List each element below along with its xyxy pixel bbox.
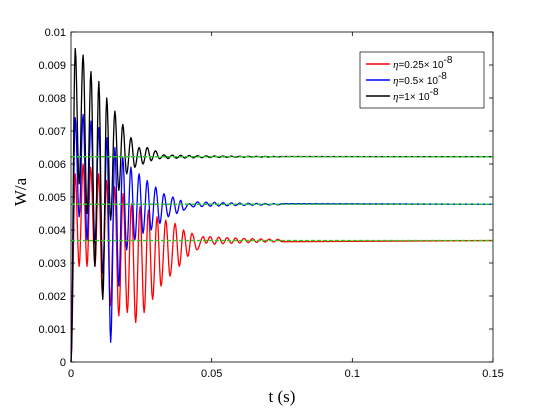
axes: 0 0.05 0.1 0.15 0 0.001 0.002 0.003 0.004 0.005 0.… (38, 27, 503, 380)
y-tick-label: 0.009 (38, 60, 66, 72)
x-tick-label: 0.15 (482, 368, 503, 380)
legend-entry-1: η=0.25× 10-8 (393, 55, 453, 71)
y-tick-label: 0.006 (38, 159, 66, 171)
y-tick-label: 0.007 (38, 126, 66, 138)
plot-area (70, 47, 494, 363)
y-axis-title: W/a (11, 177, 30, 206)
y-tick-label: 0.001 (38, 324, 66, 336)
y-tick-label: 0 (60, 357, 66, 369)
x-axis-title: t (s) (269, 387, 296, 406)
x-tick-label: 0 (68, 368, 74, 380)
y-tick-label: 0.004 (38, 225, 66, 237)
legend: η=0.25× 10-8η=0.5× 10-8η=1× 10-8 (359, 51, 485, 109)
x-tick-label: 0.1 (345, 368, 360, 380)
y-tick-label: 0.01 (45, 27, 66, 39)
y-tick-label: 0.003 (38, 258, 66, 270)
legend-entry-3: η=1× 10-8 (393, 87, 439, 103)
y-tick-label: 0.008 (38, 93, 66, 105)
legend-entry-2: η=0.5× 10-8 (393, 71, 447, 87)
x-tick-label: 0.05 (201, 368, 222, 380)
y-tick-label: 0.005 (38, 192, 66, 204)
y-tick-label: 0.002 (38, 291, 66, 303)
